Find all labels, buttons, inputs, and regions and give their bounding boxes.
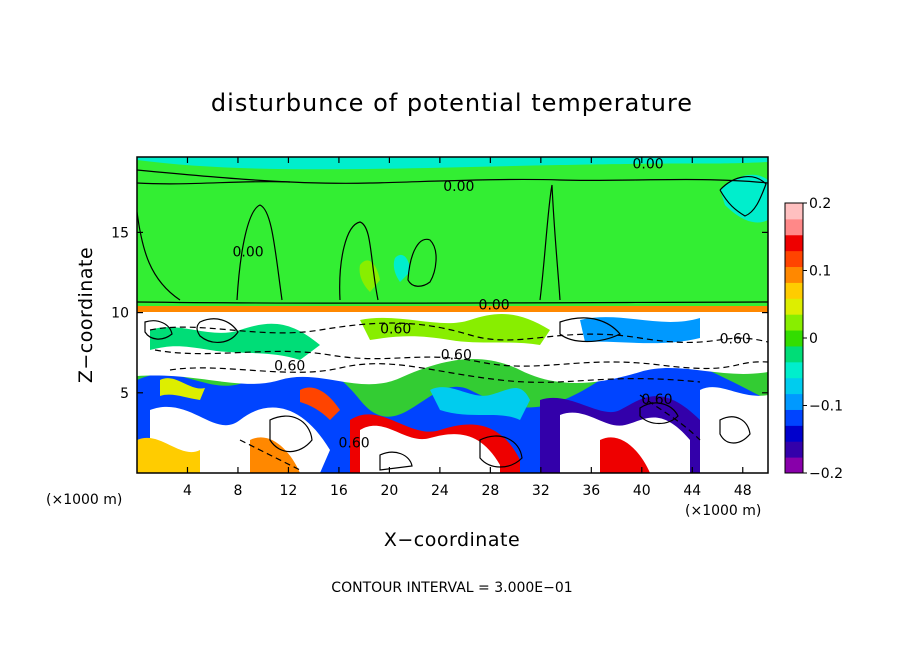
- x-tick-label: 20: [380, 483, 398, 499]
- y-tick-label: 10: [111, 306, 129, 322]
- colorbar-tick-label: 0: [809, 331, 818, 347]
- colorbar-tick-label: 0.2: [809, 196, 831, 212]
- colorbar-swatch: [785, 330, 803, 347]
- contour-label: 0.00: [479, 298, 510, 314]
- contour-label: 0.00: [633, 156, 664, 172]
- contour-label: 0.60: [441, 347, 472, 363]
- colorbar-swatch: [785, 457, 803, 474]
- y-tick-label: 15: [111, 225, 129, 241]
- contour-label: 0.00: [443, 179, 474, 195]
- plot-area: 0.00 0.00 0.00 0.00 0.60 0.60 0.60 0.60 0.60 0.60: [137, 156, 768, 473]
- chart-title: disturbunce of potential temperature: [211, 89, 693, 117]
- colorbar-swatch: [785, 425, 803, 442]
- y-tick-label: 5: [120, 386, 129, 402]
- colorbar-swatch: [785, 203, 803, 220]
- colorbar-tick-label: −0.2: [809, 466, 843, 482]
- x-tick-label: 32: [532, 483, 550, 499]
- colorbar-swatch: [785, 266, 803, 283]
- x-axis-ticks: 4 8 12 16 20 24 28 32 36 40 44 48: [183, 157, 752, 499]
- x-unit-label-left: (×1000 m): [46, 492, 122, 508]
- colorbar-swatch: [785, 441, 803, 458]
- x-tick-label: 48: [734, 483, 752, 499]
- contour-label: 0.60: [338, 436, 369, 452]
- colorbar-swatch: [785, 282, 803, 299]
- x-tick-label: 28: [481, 483, 499, 499]
- colorbar-swatch: [785, 409, 803, 426]
- contour-lines: [137, 169, 768, 471]
- contour-label: 0.60: [274, 359, 305, 375]
- colorbar-swatch: [785, 250, 803, 268]
- colorbar-swatch: [785, 298, 803, 315]
- x-tick-label: 40: [633, 483, 651, 499]
- colorbar-swatch: [785, 314, 803, 331]
- x-tick-label: 36: [582, 483, 600, 499]
- y-axis-label: Z−coordinate: [75, 247, 97, 383]
- contour-label: 0.60: [380, 322, 411, 338]
- colorbar-swatch: [785, 377, 803, 395]
- colorbar-swatch: [785, 345, 803, 363]
- colorbar-swatch: [785, 361, 803, 379]
- x-tick-label: 16: [330, 483, 348, 499]
- contour-labels: 0.00 0.00 0.00 0.00 0.60 0.60 0.60 0.60 0.60 0.60: [232, 156, 751, 452]
- colorbar-ticks: 0.2 0.1 0 −0.1 −0.2: [803, 196, 843, 482]
- contour-label: 0.00: [232, 245, 263, 261]
- y-axis-ticks: 5 10 15: [111, 225, 768, 402]
- x-axis-label: X−coordinate: [384, 529, 520, 551]
- contour-label: 0.60: [641, 392, 672, 408]
- contour-interval-note: CONTOUR INTERVAL = 3.000E−01: [331, 580, 572, 596]
- colorbar-swatch: [785, 234, 803, 252]
- x-tick-label: 4: [183, 483, 192, 499]
- colorbar-swatch: [785, 393, 803, 410]
- colorbar: [785, 203, 803, 474]
- colorbar-tick-label: −0.1: [809, 399, 843, 415]
- x-unit-label-right: (×1000 m): [685, 503, 761, 519]
- plot-frame: [136, 156, 769, 474]
- x-tick-label: 12: [280, 483, 298, 499]
- colorbar-swatch: [785, 218, 803, 236]
- x-tick-label: 8: [233, 483, 242, 499]
- contour-label: 0.60: [720, 331, 751, 347]
- x-tick-label: 24: [431, 483, 449, 499]
- x-tick-label: 44: [683, 483, 701, 499]
- colorbar-tick-label: 0.1: [809, 264, 831, 280]
